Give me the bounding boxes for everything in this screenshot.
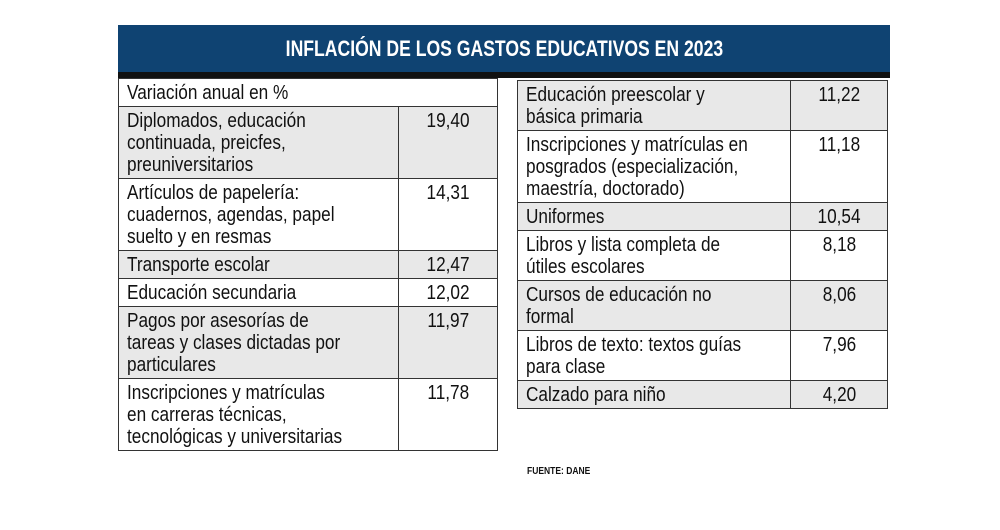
left-table: Variación anual en % Diplomados, educaci… — [118, 78, 498, 451]
row-value: 10,54 — [790, 202, 888, 231]
row-value: 19,40 — [398, 106, 498, 179]
source-note: FUENTE: DANE — [527, 466, 591, 477]
row-label: Transporte escolar — [118, 250, 399, 279]
row-label: Educación preescolar y básica primaria — [517, 80, 791, 131]
row-label: Inscripciones y matrículas en carreras t… — [118, 378, 399, 451]
row-label: Diplomados, educación continuada, preicf… — [118, 106, 399, 179]
row-value: 14,31 — [398, 178, 498, 251]
unit-row: Variación anual en % — [118, 78, 498, 107]
title-banner: INFLACIÓN DE LOS GASTOS EDUCATIVOS EN 20… — [118, 25, 890, 78]
row-value: 8,06 — [790, 280, 888, 331]
row-label: Artículos de papelería: cuadernos, agend… — [118, 178, 399, 251]
row-value: 8,18 — [790, 230, 888, 281]
table-row: Inscripciones y matrículas en carreras t… — [118, 378, 498, 451]
row-label: Libros y lista completa de útiles escola… — [517, 230, 791, 281]
table-title: INFLACIÓN DE LOS GASTOS EDUCATIVOS EN 20… — [285, 35, 723, 61]
table-row: Educación preescolar y básica primaria 11… — [517, 80, 888, 131]
table-row: Diplomados, educación continuada, preicf… — [118, 106, 498, 179]
table-row: Educación secundaria 12,02 — [118, 278, 498, 307]
table-row: Artículos de papelería: cuadernos, agend… — [118, 178, 498, 251]
table-row: Inscripciones y matrículas en posgrados … — [517, 130, 888, 203]
row-value: 4,20 — [790, 380, 888, 409]
table-row: Transporte escolar 12,47 — [118, 250, 498, 279]
row-value: 12,47 — [398, 250, 498, 279]
row-label: Calzado para niño — [517, 380, 791, 409]
row-value: 7,96 — [790, 330, 888, 381]
row-label: Inscripciones y matrículas en posgrados … — [517, 130, 791, 203]
row-value: 12,02 — [398, 278, 498, 307]
table-row: Pagos por asesorías de tareas y clases d… — [118, 306, 498, 379]
row-value: 11,97 — [398, 306, 498, 379]
row-label: Educación secundaria — [118, 278, 399, 307]
table-row: Libros de texto: textos guías para clase… — [517, 330, 888, 381]
row-label: Libros de texto: textos guías para clase — [517, 330, 791, 381]
unit-label: Variación anual en % — [118, 78, 498, 107]
row-value: 11,22 — [790, 80, 888, 131]
row-value: 11,78 — [398, 378, 498, 451]
row-value: 11,18 — [790, 130, 888, 203]
row-label: Uniformes — [517, 202, 791, 231]
row-label: Pagos por asesorías de tareas y clases d… — [118, 306, 399, 379]
row-label: Cursos de educación no formal — [517, 280, 791, 331]
table-row: Libros y lista completa de útiles escola… — [517, 230, 888, 281]
table-row: Cursos de educación no formal 8,06 — [517, 280, 888, 331]
table-row: Uniformes 10,54 — [517, 202, 888, 231]
table-row: Calzado para niño 4,20 — [517, 380, 888, 409]
right-table: Educación preescolar y básica primaria 11… — [517, 80, 888, 409]
